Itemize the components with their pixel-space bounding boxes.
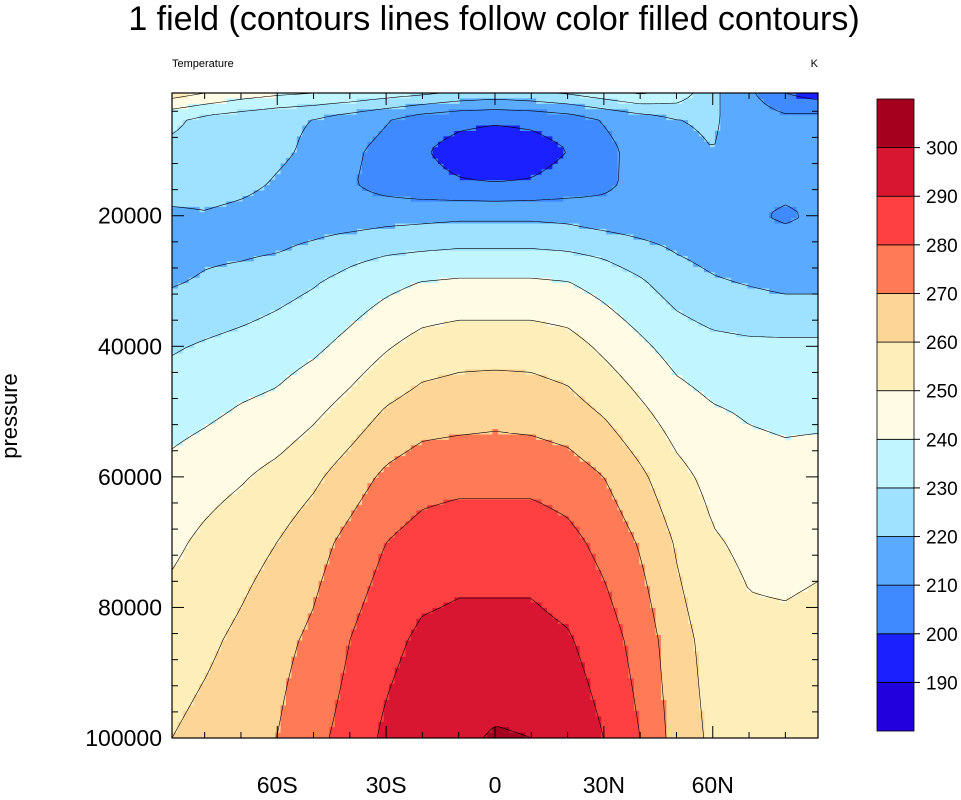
colorbar-label: 240 bbox=[926, 430, 958, 451]
colorbar-label: 270 bbox=[926, 284, 958, 305]
colorbar-box bbox=[876, 584, 915, 635]
y-tick-label: 80000 bbox=[98, 594, 162, 620]
colorbar-label: 290 bbox=[926, 187, 958, 208]
contour-fill bbox=[275, 429, 667, 738]
contour-fill bbox=[378, 597, 602, 738]
colorbar-box bbox=[876, 98, 915, 149]
axes: 60S 30S 0 30N 60N 20000 40000 60000 80000 100000 bbox=[85, 92, 819, 798]
y-tick-label: 40000 bbox=[98, 333, 162, 359]
y-tick-label: 60000 bbox=[98, 464, 162, 490]
x-tick-label: 60N bbox=[692, 772, 734, 798]
contour-fill bbox=[356, 93, 818, 224]
contour-line-300 bbox=[482, 726, 531, 738]
contour-line-250 bbox=[172, 93, 818, 602]
x-tick-label: 30N bbox=[583, 772, 625, 798]
contour-line-290 bbox=[376, 597, 604, 738]
colorbar: 190 200 210 220 230 240 250 260 270 280 290 300 bbox=[876, 98, 958, 732]
contour-fill bbox=[172, 93, 818, 603]
contour-line-220 bbox=[172, 93, 818, 295]
colorbar-label: 220 bbox=[926, 528, 958, 549]
colorbar-box bbox=[876, 341, 915, 392]
contour-fill bbox=[172, 93, 818, 446]
colorbar-label: 200 bbox=[926, 625, 958, 646]
colorbar-label: 210 bbox=[926, 576, 958, 597]
contour-fill bbox=[486, 727, 526, 738]
contour-line-210 bbox=[357, 93, 818, 225]
colorbar-box bbox=[876, 633, 915, 683]
colorbar-box bbox=[876, 681, 915, 732]
colorbar-box bbox=[876, 390, 915, 440]
x-tick-label: 0 bbox=[489, 772, 502, 798]
filled-contours bbox=[172, 93, 818, 738]
colorbar-box bbox=[876, 147, 915, 197]
left-string: Temperature bbox=[172, 58, 234, 70]
colorbar-box bbox=[876, 487, 915, 537]
contour-lines bbox=[172, 93, 818, 738]
contour-fill bbox=[172, 93, 818, 738]
contour-line-240 bbox=[172, 93, 818, 450]
contour-fill bbox=[329, 499, 640, 738]
y-tick-label: 100000 bbox=[85, 725, 162, 751]
colorbar-box bbox=[876, 293, 915, 343]
colorbar-box bbox=[876, 438, 915, 489]
colorbar-label: 250 bbox=[926, 382, 958, 403]
colorbar-label: 260 bbox=[926, 333, 958, 354]
contour-line-270 bbox=[276, 431, 667, 738]
contour-fill bbox=[432, 93, 818, 181]
chart-title: 1 field (contours lines follow color fil… bbox=[128, 0, 859, 38]
plot-area bbox=[172, 93, 818, 738]
y-axis-label: pressure bbox=[0, 373, 22, 459]
contour-line-260 bbox=[172, 369, 704, 738]
contour-line-280 bbox=[328, 498, 641, 738]
colorbar-label: 280 bbox=[926, 236, 958, 257]
right-string: K bbox=[811, 58, 819, 70]
contour-line-230 bbox=[172, 93, 818, 356]
x-tick-label: 30S bbox=[366, 772, 407, 798]
colorbar-label: 190 bbox=[926, 673, 958, 694]
contour-fill bbox=[172, 369, 705, 738]
colorbar-box bbox=[876, 244, 915, 294]
y-tick-label: 20000 bbox=[98, 203, 162, 229]
x-tick-label: 60S bbox=[257, 772, 298, 798]
colorbar-label: 300 bbox=[926, 139, 958, 160]
colorbar-box bbox=[876, 536, 915, 586]
colorbar-label: 230 bbox=[926, 479, 958, 500]
colorbar-box bbox=[876, 195, 915, 246]
